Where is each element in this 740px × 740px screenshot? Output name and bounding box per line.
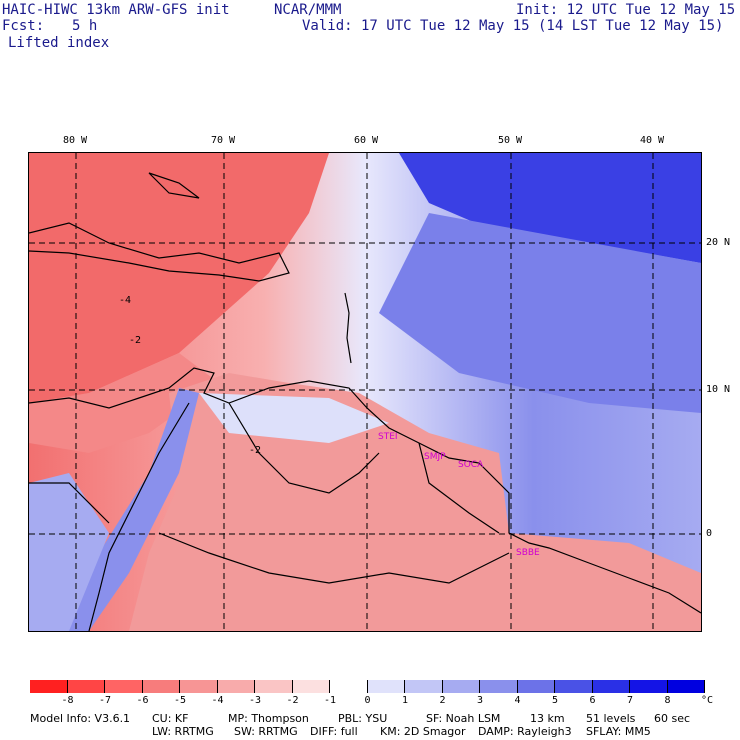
colorbar-tick: -8: [61, 695, 74, 706]
colorbar-tick: -3: [248, 695, 262, 706]
colorbar-unit: °C: [700, 695, 714, 706]
station-label: SMJP: [424, 452, 446, 462]
colorbar-tick: 3: [476, 695, 484, 706]
model-info-damp: DAMP: Rayleigh3: [478, 725, 572, 738]
model-info-cu: CU: KF: [152, 712, 189, 725]
colorbar-cell: [67, 680, 105, 693]
field-name: Lifted index: [8, 35, 110, 51]
model-info-version: Model Info: V3.6.1: [30, 712, 131, 725]
colorbar-tick: -1: [323, 695, 337, 706]
colorbar-cell: [630, 680, 668, 693]
forecast-hour: 5 h: [72, 18, 98, 34]
lon-label: 60 W: [353, 135, 379, 146]
model-info-sflay: SFLAY: MM5: [586, 725, 651, 738]
colorbar-cell: [330, 680, 368, 693]
colorbar-tick: 7: [626, 695, 634, 706]
contour-label: -2: [129, 335, 141, 346]
lon-label: 40 W: [639, 135, 665, 146]
colorbar-tick: 1: [401, 695, 409, 706]
colorbar-cell: [442, 680, 480, 693]
model-info-mp: MP: Thompson: [228, 712, 309, 725]
colorbar-cell: [292, 680, 330, 693]
contour-label: -2: [249, 445, 261, 456]
lat-label: 10 N: [706, 384, 731, 395]
colorbar-cell: [367, 680, 405, 693]
colorbar-tick: 8: [664, 695, 671, 706]
colorbar-cell: [480, 680, 518, 693]
model-info-pbl: PBL: YSU: [338, 712, 388, 725]
colorbar-cell: [517, 680, 555, 693]
model-info-lw: LW: RRTMG: [152, 725, 214, 738]
model-info-diff: DIFF: full: [310, 725, 358, 738]
station-label: STEI: [378, 432, 398, 442]
station-label: SBBE: [516, 548, 540, 558]
valid-time: Valid: 17 UTC Tue 12 May 15 (14 LST Tue …: [302, 18, 724, 34]
lon-label: 70 W: [210, 135, 236, 146]
model-info-timestep: 60 sec: [654, 712, 691, 725]
colorbar-tick: 0: [364, 695, 371, 706]
colorbar-tick: -2: [286, 695, 299, 706]
model-info-levels: 51 levels: [586, 712, 636, 725]
colorbar-cell: [405, 680, 443, 693]
colorbar-cell: [255, 680, 293, 693]
model-info-res: 13 km: [530, 712, 565, 725]
colorbar-tick: 5: [551, 695, 559, 706]
model-info-sw: SW: RRTMG: [234, 725, 298, 738]
station-label: SOCA: [458, 460, 484, 470]
colorbar-cell: [105, 680, 143, 693]
org-label: NCAR/MMM: [274, 2, 342, 18]
colorbar-cell: [555, 680, 593, 693]
colorbar-cell: [592, 680, 630, 693]
model-title: HAIC-HIWC 13km ARW-GFS init: [2, 2, 230, 18]
colorbar-cell: [217, 680, 255, 693]
lon-label: 50 W: [497, 135, 523, 146]
colorbar-tick: 6: [589, 695, 596, 706]
lon-label: 80 W: [62, 135, 88, 146]
colorbar-tick: -4: [211, 695, 224, 706]
colorbar-tick: 4: [514, 695, 521, 706]
colorbar-cell: [667, 680, 705, 693]
model-info-km: KM: 2D Smagor: [380, 725, 466, 738]
colorbar-tick: 2: [439, 695, 446, 706]
contour-label: -4: [119, 295, 131, 306]
colorbar-cell: [180, 680, 218, 693]
colorbar-cell: [30, 680, 68, 693]
init-time: Init: 12 UTC Tue 12 May 15: [516, 2, 736, 18]
colorbar-tick: -7: [98, 695, 112, 706]
lat-label: 0: [706, 528, 713, 539]
lat-label: 20 N: [706, 237, 731, 248]
model-info-sf: SF: Noah LSM: [426, 712, 501, 725]
lifted-index-map: -4 -2 -2: [28, 152, 702, 632]
colorbar-tick: -6: [136, 695, 149, 706]
forecast-label: Fcst:: [2, 18, 45, 34]
colorbar-cell: [142, 680, 180, 693]
colorbar-tick: -5: [173, 695, 187, 706]
